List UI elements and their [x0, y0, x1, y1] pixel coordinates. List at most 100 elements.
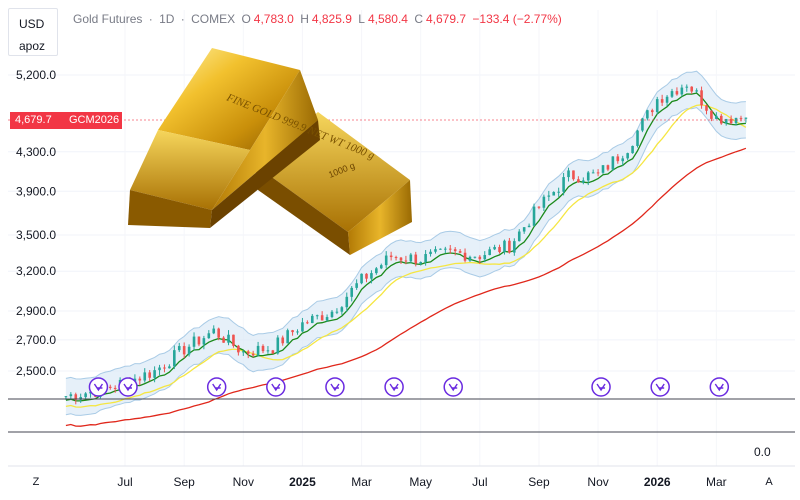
- candlesticks[interactable]: [64, 84, 748, 405]
- candle-body[interactable]: [286, 330, 289, 344]
- candle-body[interactable]: [655, 99, 659, 113]
- candle-body[interactable]: [296, 331, 299, 333]
- candle-body[interactable]: [572, 170, 575, 180]
- candle-body[interactable]: [177, 346, 181, 351]
- candle-body[interactable]: [256, 345, 260, 356]
- candle-body[interactable]: [192, 336, 196, 347]
- zoom-button[interactable]: Z: [32, 476, 40, 488]
- candle-body[interactable]: [532, 206, 536, 226]
- candle-body[interactable]: [453, 249, 457, 252]
- candle-body[interactable]: [207, 333, 211, 339]
- event-marker-circle[interactable]: [591, 377, 611, 397]
- candle-body[interactable]: [586, 172, 590, 181]
- candle-body[interactable]: [424, 254, 427, 263]
- event-marker-circle[interactable]: [118, 377, 138, 397]
- candle-body[interactable]: [212, 328, 216, 334]
- event-marker[interactable]: [325, 377, 345, 397]
- candle-body[interactable]: [271, 350, 275, 354]
- candle-body[interactable]: [591, 172, 595, 174]
- candle-body[interactable]: [478, 256, 482, 260]
- candle-body[interactable]: [611, 156, 615, 170]
- candle-body[interactable]: [744, 117, 748, 119]
- candle-body[interactable]: [246, 351, 250, 354]
- candle-body[interactable]: [335, 311, 339, 313]
- candle-body[interactable]: [404, 260, 408, 262]
- candle-body[interactable]: [517, 231, 521, 242]
- candle-body[interactable]: [616, 156, 620, 162]
- event-marker[interactable]: [206, 377, 227, 397]
- candle-body[interactable]: [365, 273, 368, 279]
- candle-body[interactable]: [636, 130, 639, 146]
- candle-body[interactable]: [79, 397, 82, 400]
- candle-body[interactable]: [695, 90, 698, 92]
- candle-body[interactable]: [488, 249, 491, 256]
- candle-body[interactable]: [483, 255, 487, 260]
- candle-body[interactable]: [631, 145, 634, 154]
- candle-body[interactable]: [508, 240, 511, 253]
- event-marker[interactable]: [266, 377, 286, 397]
- candle-body[interactable]: [734, 117, 738, 124]
- candle-body[interactable]: [320, 315, 324, 321]
- event-marker-circle[interactable]: [206, 377, 227, 397]
- candle-body[interactable]: [310, 315, 314, 324]
- candle-body[interactable]: [350, 287, 354, 297]
- candle-body[interactable]: [621, 158, 625, 162]
- candle-body[interactable]: [444, 248, 447, 250]
- candle-body[interactable]: [641, 118, 644, 131]
- candle-body[interactable]: [143, 372, 147, 381]
- candle-body[interactable]: [665, 96, 669, 103]
- event-marker[interactable]: [709, 377, 730, 397]
- candle-body[interactable]: [690, 86, 694, 92]
- candle-body[interactable]: [567, 170, 570, 178]
- candle-body[interactable]: [222, 337, 225, 343]
- candle-body[interactable]: [429, 251, 432, 255]
- candle-body[interactable]: [325, 317, 329, 321]
- candle-body[interactable]: [232, 334, 235, 346]
- candle-body[interactable]: [414, 254, 418, 264]
- candle-body[interactable]: [168, 366, 171, 369]
- candle-body[interactable]: [217, 328, 220, 338]
- candle-body[interactable]: [715, 115, 718, 119]
- candle-body[interactable]: [670, 91, 674, 97]
- event-marker[interactable]: [384, 377, 404, 397]
- candle-body[interactable]: [493, 246, 496, 250]
- auto-scale-button[interactable]: A: [765, 476, 773, 488]
- candle-body[interactable]: [108, 386, 112, 388]
- candle-body[interactable]: [370, 273, 373, 279]
- candle-body[interactable]: [434, 249, 437, 252]
- candle-body[interactable]: [306, 322, 309, 324]
- candle-body[interactable]: [439, 248, 442, 250]
- candle-body[interactable]: [276, 337, 280, 354]
- candle-body[interactable]: [739, 117, 743, 119]
- candle-body[interactable]: [64, 396, 68, 398]
- event-marker-circle[interactable]: [650, 377, 670, 397]
- candle-body[interactable]: [242, 351, 245, 353]
- candle-body[interactable]: [537, 206, 541, 208]
- candle-body[interactable]: [660, 99, 664, 103]
- candle-body[interactable]: [399, 257, 403, 261]
- candle-body[interactable]: [419, 262, 422, 264]
- candle-body[interactable]: [724, 118, 728, 124]
- candle-body[interactable]: [355, 283, 358, 288]
- candle-body[interactable]: [503, 240, 506, 253]
- candle-body[interactable]: [197, 336, 201, 345]
- event-markers[interactable]: [88, 377, 730, 397]
- candle-body[interactable]: [187, 346, 191, 355]
- candle-body[interactable]: [710, 110, 713, 119]
- candle-body[interactable]: [522, 227, 526, 232]
- candle-body[interactable]: [527, 225, 531, 228]
- candle-body[interactable]: [330, 311, 334, 318]
- candle-body[interactable]: [237, 345, 240, 353]
- event-marker-circle[interactable]: [88, 377, 109, 397]
- candle-body[interactable]: [360, 273, 363, 284]
- candle-body[interactable]: [281, 337, 285, 344]
- candle-body[interactable]: [596, 172, 600, 174]
- candle-body[interactable]: [315, 315, 319, 317]
- candle-body[interactable]: [173, 350, 176, 367]
- candle-body[interactable]: [384, 255, 388, 266]
- candle-body[interactable]: [562, 177, 565, 192]
- candle-body[interactable]: [685, 86, 689, 88]
- event-marker-circle[interactable]: [384, 377, 404, 397]
- event-marker-circle[interactable]: [709, 377, 730, 397]
- event-marker[interactable]: [443, 377, 463, 397]
